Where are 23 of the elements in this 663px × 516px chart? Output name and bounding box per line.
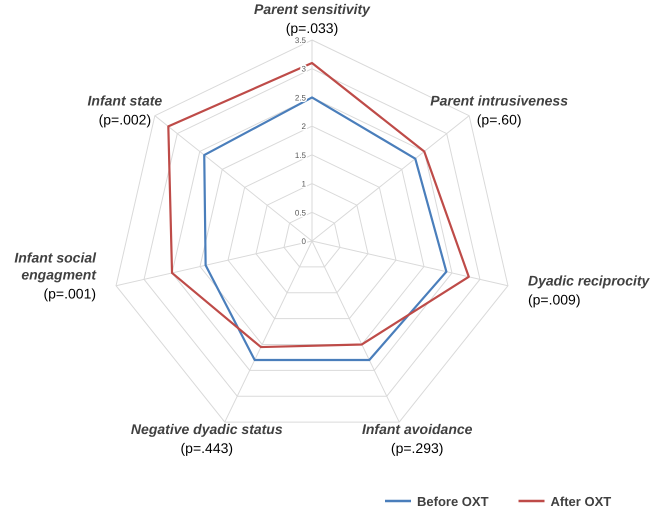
text: (p=.60) xyxy=(476,112,522,128)
text: (p=.033) xyxy=(286,20,338,36)
text: (p=.002) xyxy=(98,112,152,128)
text: (p=.009) xyxy=(528,292,581,308)
text: (p=.001) xyxy=(43,286,96,302)
text: (p=.443) xyxy=(180,440,234,456)
spoke-label: Infant avoidance xyxy=(362,421,473,438)
y-tick-label: 3.5 xyxy=(294,36,307,45)
legend-label: After OXT xyxy=(550,494,612,509)
spoke-label: Infant state xyxy=(88,92,162,109)
y-tick-label: 2 xyxy=(302,122,307,132)
y-tick-label: 0 xyxy=(302,237,307,246)
y-tick-label: 1 xyxy=(302,180,307,189)
spoke-label: Negative dyadic status xyxy=(130,421,283,438)
spoke-label: Infant social engagment xyxy=(14,250,98,283)
y-tick-label: 2.5 xyxy=(294,93,307,102)
y-tick-label: 0.5 xyxy=(294,208,307,218)
spoke-label: Parent sensitivity xyxy=(254,1,372,17)
legend-label: Before OXT xyxy=(417,494,489,509)
spoke-label: Dyadic reciprocity xyxy=(528,272,651,289)
spoke-label: Parent intrusiveness xyxy=(430,92,568,109)
y-tick-label: 1.5 xyxy=(294,150,307,160)
text: (p=.293) xyxy=(390,440,444,456)
